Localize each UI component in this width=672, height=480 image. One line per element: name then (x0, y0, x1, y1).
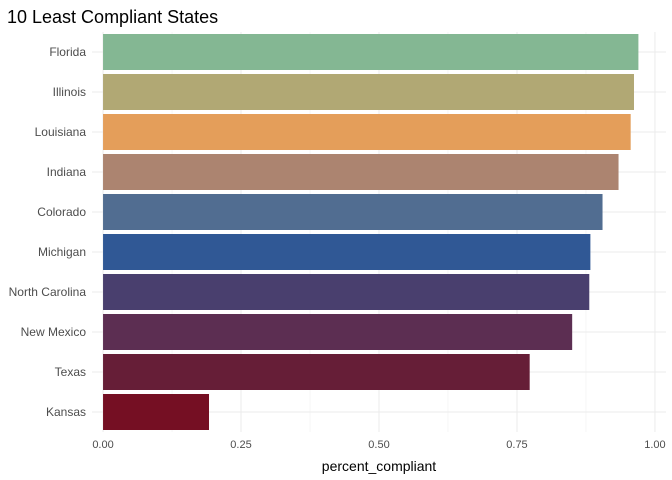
chart-title: 10 Least Compliant States (7, 7, 218, 27)
bar-michigan (103, 234, 591, 270)
category-label: Texas (55, 365, 86, 379)
category-label: Louisiana (35, 125, 87, 139)
x-tick-label: 0.75 (506, 439, 527, 451)
category-label: Colorado (37, 205, 86, 219)
category-labels: Florida Illinois Louisiana Indiana Colorado M… (9, 45, 87, 419)
category-label: Indiana (47, 165, 87, 179)
bar-texas (103, 354, 530, 390)
bar-new-mexico (103, 314, 573, 350)
bar-louisiana (103, 114, 631, 150)
category-label: Florida (49, 45, 86, 59)
x-tick-label: 1.00 (644, 439, 665, 451)
category-label: Illinois (53, 85, 86, 99)
x-tick-label: 0.50 (368, 439, 389, 451)
x-tick-labels: 0.00 0.25 0.50 0.75 1.00 (92, 439, 665, 451)
x-axis-title: percent_compliant (322, 458, 437, 474)
bar-indiana (103, 154, 619, 190)
bar-kansas (103, 394, 210, 430)
bar-illinois (103, 74, 634, 110)
category-label: Kansas (46, 405, 86, 419)
x-tick-label: 0.25 (230, 439, 251, 451)
category-label: North Carolina (9, 285, 87, 299)
bar-florida (103, 34, 639, 70)
bar-colorado (103, 194, 603, 230)
category-label: New Mexico (21, 325, 87, 339)
category-label: Michigan (38, 245, 86, 259)
bar-north-carolina (103, 274, 590, 310)
x-tick-label: 0.00 (92, 439, 113, 451)
bars (103, 34, 639, 430)
